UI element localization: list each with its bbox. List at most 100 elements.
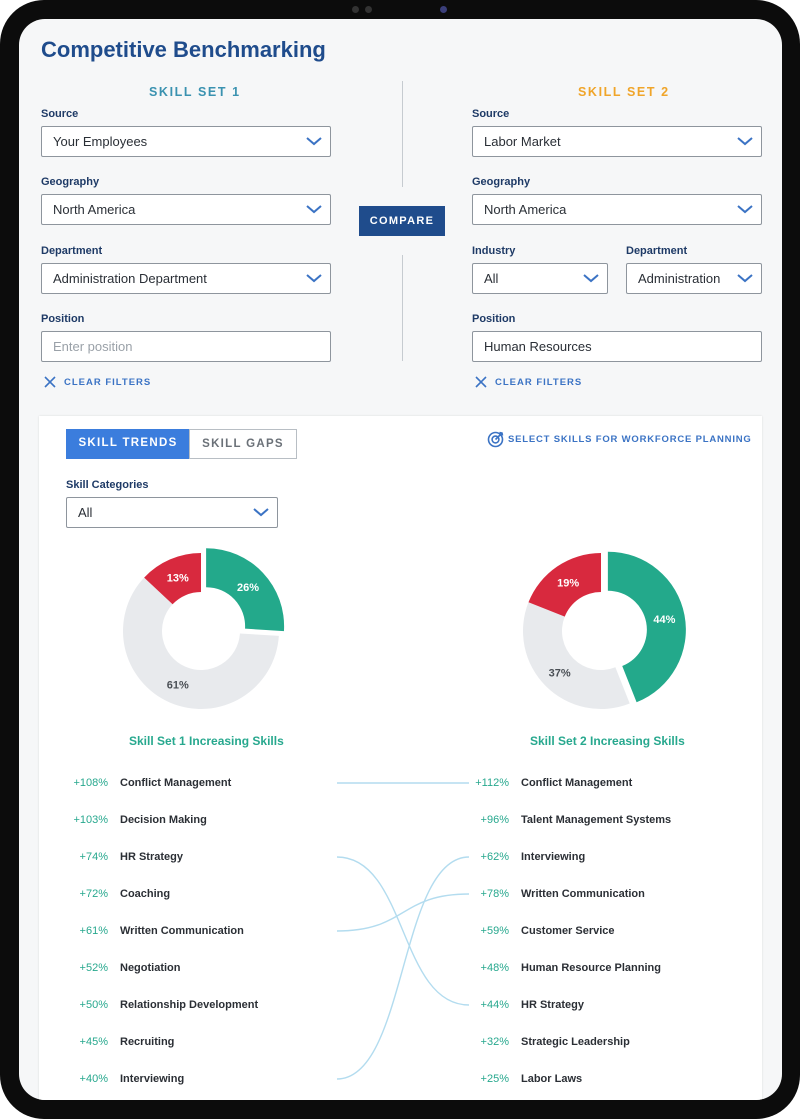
- skill-set-2-donut-chart: 44% 37% 19%: [523, 551, 686, 709]
- donut-slice: [523, 602, 630, 709]
- skill-change-percent: +96%: [480, 814, 509, 826]
- skill-change-percent: +45%: [79, 1036, 108, 1048]
- skill-name: Written Communication: [521, 888, 645, 900]
- skill-name: Coaching: [120, 888, 171, 900]
- skill-name: Recruiting: [120, 1036, 175, 1048]
- skill-name: Human Resource Planning: [521, 962, 661, 974]
- select-value: Administration Department: [53, 271, 207, 286]
- skill-change-percent: +50%: [79, 999, 108, 1011]
- skill-name: HR Strategy: [521, 999, 584, 1011]
- skill-set-1-heading: SKILL SET 1: [149, 85, 241, 99]
- donut-slice-label: 26%: [237, 582, 259, 594]
- donut-slice-label: 37%: [549, 667, 571, 679]
- donut-slice-label: 19%: [557, 578, 579, 590]
- sensor-dot: [365, 6, 372, 13]
- skill-name: Decision Making: [120, 814, 207, 826]
- position-placeholder: Enter position: [53, 339, 133, 354]
- set1-list-title: Skill Set 1 Increasing Skills: [129, 734, 284, 748]
- skill-connection-line: [336, 856, 470, 1006]
- skill-name: Customer Service: [521, 925, 615, 937]
- skill-change-percent: +32%: [480, 1036, 509, 1048]
- set2-list-title: Skill Set 2 Increasing Skills: [530, 734, 685, 748]
- donut-slice: [607, 551, 686, 703]
- department-label: Department: [41, 245, 103, 257]
- skill-change-percent: +61%: [79, 925, 108, 937]
- position-label: Position: [41, 313, 85, 325]
- skill-change-percent: +59%: [480, 925, 509, 937]
- set1-department-select[interactable]: Administration Department: [41, 263, 331, 294]
- chevron-down-icon: [253, 508, 269, 517]
- chevron-down-icon: [306, 274, 322, 283]
- set2-clear-filters-button[interactable]: CLEAR FILTERS: [475, 376, 595, 390]
- chevron-down-icon: [737, 205, 753, 214]
- geography-label: Geography: [472, 176, 531, 188]
- industry-label: Industry: [472, 245, 516, 257]
- skill-categories-label: Skill Categories: [66, 479, 149, 491]
- select-value: Labor Market: [484, 134, 561, 149]
- donut-slice: [144, 553, 201, 605]
- set1-clear-filters-button[interactable]: CLEAR FILTERS: [44, 376, 164, 390]
- app-screen: Competitive Benchmarking SKILL SET 1 Sou…: [19, 19, 782, 1100]
- skill-change-percent: +78%: [480, 888, 509, 900]
- skill-change-percent: +62%: [480, 851, 509, 863]
- compare-button[interactable]: COMPARE: [359, 206, 445, 236]
- skill-name: Interviewing: [120, 1073, 185, 1085]
- tab-skill-trends[interactable]: SKILL TRENDS: [66, 429, 190, 459]
- donut-slice: [123, 577, 279, 709]
- tab-skill-gaps[interactable]: SKILL GAPS: [189, 429, 297, 459]
- skill-name: Strategic Leadership: [521, 1036, 630, 1048]
- skill-change-percent: +108%: [73, 777, 108, 789]
- donut-slice-label: 44%: [653, 614, 675, 626]
- skill-change-percent: +48%: [480, 962, 509, 974]
- skill-name: Written Communication: [120, 925, 244, 937]
- skill-change-percent: +40%: [79, 1073, 108, 1085]
- skill-categories-select[interactable]: All: [66, 497, 278, 528]
- chevron-down-icon: [583, 274, 599, 283]
- geography-label: Geography: [41, 176, 100, 188]
- camera-icon: [440, 6, 447, 13]
- clear-filters-label: CLEAR FILTERS: [495, 377, 583, 388]
- department-label: Department: [626, 245, 688, 257]
- skill-change-percent: +44%: [480, 999, 509, 1011]
- set1-geography-select[interactable]: North America: [41, 194, 331, 225]
- clear-filters-label: CLEAR FILTERS: [64, 377, 152, 388]
- workforce-planning-link[interactable]: SELECT SKILLS FOR WORKFORCE PLANNING: [487, 431, 751, 449]
- results-panel: SKILL TRENDS SKILL GAPS SELECT SKILLS FO…: [39, 416, 762, 1100]
- source-label: Source: [472, 108, 510, 120]
- set2-industry-select[interactable]: All: [472, 263, 608, 294]
- chevron-down-icon: [737, 137, 753, 146]
- skill-name: Interviewing: [521, 851, 586, 863]
- close-icon: [475, 376, 487, 388]
- donut-slice: [528, 553, 601, 617]
- workforce-planning-label: SELECT SKILLS FOR WORKFORCE PLANNING: [508, 434, 752, 445]
- select-value: Administration: [638, 271, 721, 286]
- chevron-down-icon: [306, 205, 322, 214]
- position-value: Human Resources: [484, 339, 592, 354]
- skill-name: Labor Laws: [521, 1073, 583, 1085]
- set2-position-input[interactable]: Human Resources: [472, 331, 762, 362]
- skill-change-percent: +74%: [79, 851, 108, 863]
- skill-change-percent: +52%: [79, 962, 108, 974]
- skill-name: HR Strategy: [120, 851, 183, 863]
- divider: [402, 81, 403, 187]
- skill-connection-line: [336, 893, 470, 932]
- set2-department-select[interactable]: Administration: [626, 263, 762, 294]
- select-value: North America: [53, 202, 136, 217]
- donut-slice-label: 13%: [167, 572, 189, 584]
- chevron-down-icon: [306, 137, 322, 146]
- set2-source-select[interactable]: Labor Market: [472, 126, 762, 157]
- skill-change-percent: +25%: [480, 1073, 509, 1085]
- select-value: Your Employees: [53, 134, 148, 149]
- skill-set-1-donut-chart: 26% 61% 13%: [123, 548, 285, 709]
- source-label: Source: [41, 108, 79, 120]
- position-label: Position: [472, 313, 516, 325]
- set1-source-select[interactable]: Your Employees: [41, 126, 331, 157]
- skill-name: Negotiation: [120, 962, 181, 974]
- set1-position-input[interactable]: Enter position: [41, 331, 331, 362]
- set2-geography-select[interactable]: North America: [472, 194, 762, 225]
- divider: [402, 255, 403, 361]
- skill-set-2-heading: SKILL SET 2: [578, 85, 670, 99]
- skill-connection-line: [336, 856, 470, 1080]
- sensor-dot: [352, 6, 359, 13]
